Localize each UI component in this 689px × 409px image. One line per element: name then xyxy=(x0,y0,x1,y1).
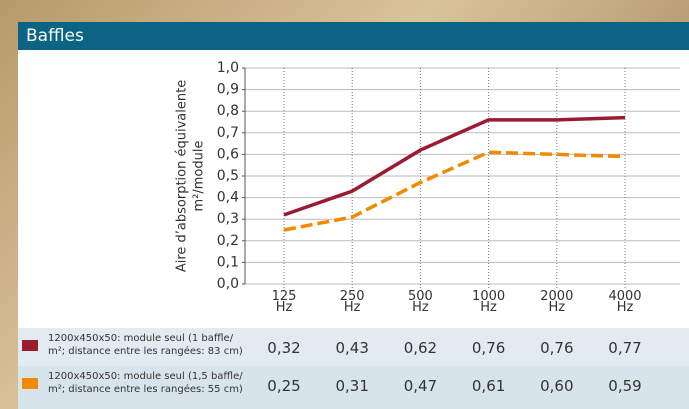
legend-label: 1200x450x50: module seul (1 baffle/ m²; … xyxy=(48,332,248,358)
series-line xyxy=(284,152,625,230)
value-label: 0,47 xyxy=(390,377,450,395)
page: Baffles Aire d’absorption équivalentem²/… xyxy=(0,0,689,409)
y-tick-label: 0,9 xyxy=(217,82,239,98)
x-tick-label: 2000 Hz xyxy=(540,291,574,313)
y-tick-label: 0,8 xyxy=(217,103,239,119)
y-tick-label: 0,4 xyxy=(217,190,239,206)
value-label: 0,25 xyxy=(254,377,314,395)
y-tick-label: 0,1 xyxy=(217,254,239,270)
y-tick-label: 0,5 xyxy=(217,168,239,184)
legend-label: 1200x450x50: module seul (1,5 baffle/ m²… xyxy=(48,370,248,396)
y-axis-label: m²/module xyxy=(192,141,207,212)
series-line xyxy=(284,118,625,215)
x-tick-label: 4000 Hz xyxy=(608,291,642,313)
value-label: 0,61 xyxy=(459,377,519,395)
y-tick-label: 0,6 xyxy=(217,146,239,162)
value-label: 0,43 xyxy=(322,339,382,357)
value-label: 0,76 xyxy=(459,339,519,357)
value-label: 0,76 xyxy=(527,339,587,357)
legend-swatch xyxy=(22,340,38,351)
y-tick-label: 0,2 xyxy=(217,233,239,249)
value-label: 0,60 xyxy=(527,377,587,395)
legend-swatch xyxy=(22,378,38,389)
y-tick-label: 0,3 xyxy=(217,211,239,227)
x-tick-label: 500 Hz xyxy=(403,291,437,313)
value-label: 0,59 xyxy=(595,377,655,395)
value-label: 0,62 xyxy=(390,339,450,357)
y-tick-label: 1,0 xyxy=(217,60,239,76)
y-tick-label: 0,7 xyxy=(217,125,239,141)
value-label: 0,77 xyxy=(595,339,655,357)
y-tick-label: 0,0 xyxy=(217,276,239,292)
value-label: 0,32 xyxy=(254,339,314,357)
x-tick-label: 250 Hz xyxy=(335,291,369,313)
x-tick-label: 1000 Hz xyxy=(472,291,506,313)
x-tick-label: 125 Hz xyxy=(267,291,301,313)
value-label: 0,31 xyxy=(322,377,382,395)
y-axis-label: Aire d’absorption équivalente xyxy=(175,80,190,272)
